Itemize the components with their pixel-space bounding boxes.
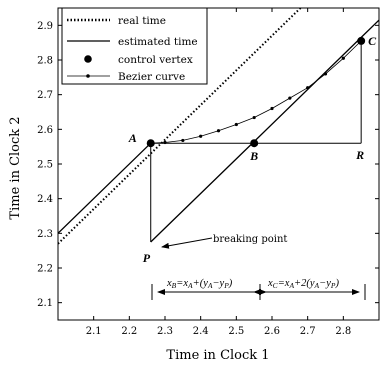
bezier-point [181,138,185,143]
legend-box [61,7,208,85]
y-tick-label: 2.4 [37,194,53,205]
point-label-a: A [128,131,137,145]
series-estimated-time [150,19,379,243]
bezier-point [163,140,167,145]
bezier-point [234,122,238,127]
bezier-point [252,115,256,120]
y-tick-label: 2.7 [37,90,53,101]
y-tick-label: 2.8 [37,56,53,67]
y-tick-labels: 2.1 2.2 2.3 2.4 2.5 2.6 2.7 2.8 2.9 [37,21,53,309]
x-tick-label: 2.5 [228,326,244,337]
legend-label-control-vertex: control vertex [118,54,193,66]
x-tick-label: 2.2 [121,326,137,337]
legend: real time estimated time control vertex … [61,7,208,85]
bezier-point [270,106,274,111]
bezier-point [199,134,203,138]
x-axis-title: Time in Clock 1 [166,348,269,363]
legend-label-bezier-curve: Bezier curve [118,71,185,83]
xB-formula: xB=xA+(yA−yP) [166,278,233,290]
series-layer [58,8,379,245]
y-tick-label: 2.6 [37,125,53,136]
legend-label-real-time: real time [118,15,166,27]
legend-swatch-bezier-dot [86,74,90,78]
control-vertex-c [357,36,366,45]
y-tick-label: 2.9 [37,21,53,32]
dimension-annotations: xB=xA+(yA−yP) xC=xA+2(yA−yP) [151,278,366,300]
legend-label-estimated-time: estimated time [118,36,198,48]
bezier-point [323,72,328,76]
y-tick-label: 2.3 [37,229,53,240]
point-label-r: R [355,148,364,162]
series-real-time [58,8,302,245]
bezier-point [216,129,221,133]
legend-swatch-control-vertex [84,55,92,63]
bezier-point [341,56,345,60]
breaking-point-arrow [161,237,213,249]
x-tick-label: 2.8 [335,326,351,337]
y-tick-label: 2.2 [37,264,53,275]
xC-formula: xC=xA+2(yA−yP) [267,278,339,290]
control-vertex-a [146,139,155,148]
x-tick-labels: 2.1 2.2 2.3 2.4 2.5 2.6 2.7 2.8 [86,326,352,337]
x-tick-label: 2.6 [264,326,280,337]
x-tick-label: 2.1 [86,326,102,337]
point-labels: A B C P R [128,34,377,265]
control-vertices [146,36,366,148]
series-estimated-time [58,142,152,234]
point-label-c: C [368,34,377,48]
control-vertex-b [250,139,259,148]
x-tick-label: 2.3 [157,326,173,337]
point-label-b: B [249,149,258,163]
y-tick-label: 2.1 [37,298,53,309]
bezier-point [288,96,292,100]
breaking-point-label: breaking point [213,234,287,245]
y-tick-label: 2.5 [37,160,53,171]
x-tick-label: 2.4 [193,326,209,337]
bezier-point [306,86,310,90]
point-label-p: P [143,251,151,265]
y-axis-title: Time in Clock 2 [8,116,23,219]
x-tick-label: 2.7 [300,326,316,337]
